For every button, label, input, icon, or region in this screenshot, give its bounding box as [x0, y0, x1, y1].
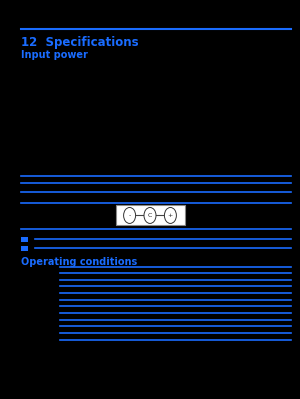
Text: -: - — [128, 213, 131, 218]
Text: Input power: Input power — [21, 50, 88, 60]
Text: +: + — [168, 213, 173, 218]
FancyBboxPatch shape — [21, 246, 28, 251]
Text: Operating conditions: Operating conditions — [21, 257, 137, 267]
Circle shape — [124, 207, 136, 223]
FancyBboxPatch shape — [21, 237, 28, 242]
Circle shape — [144, 207, 156, 223]
FancyBboxPatch shape — [116, 205, 184, 225]
Circle shape — [164, 207, 176, 223]
Text: 12  Specifications: 12 Specifications — [21, 36, 139, 49]
Text: C: C — [148, 213, 152, 218]
